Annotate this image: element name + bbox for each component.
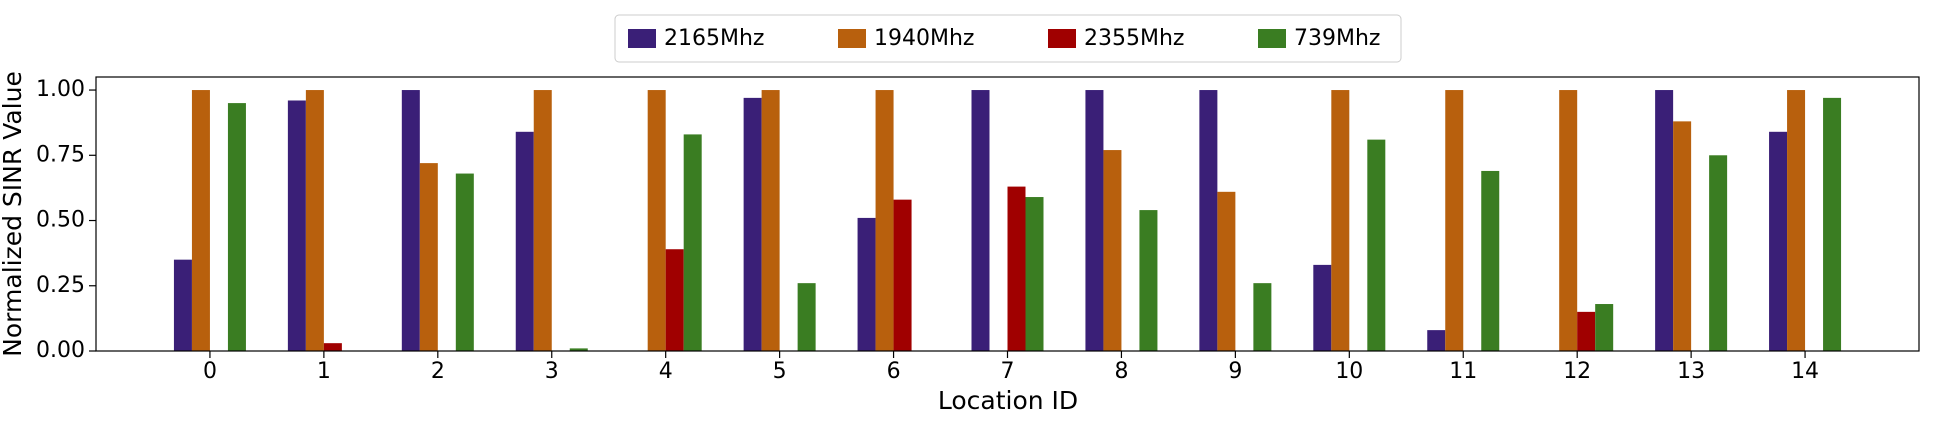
y-axis-title: Normalized SINR Value (0, 71, 27, 357)
bar (761, 90, 780, 352)
y-tick-label: 0.50 (36, 208, 85, 233)
bar (191, 90, 210, 352)
bar (797, 283, 816, 351)
bar (1139, 210, 1158, 351)
x-tick-label: 1 (317, 359, 331, 384)
bar (227, 103, 246, 351)
x-tick-label: 6 (887, 359, 901, 384)
bar (1709, 155, 1728, 351)
x-tick-label: 10 (1335, 359, 1363, 384)
y-tick-label: 0.00 (36, 338, 85, 363)
legend-label: 1940Mhz (874, 26, 974, 51)
bar (515, 131, 534, 351)
bar (683, 134, 702, 351)
bar (971, 90, 990, 352)
bar (1559, 90, 1578, 352)
bar (287, 100, 306, 351)
x-tick-label: 14 (1791, 359, 1819, 384)
y-tick-label: 1.00 (36, 77, 85, 102)
bar (1217, 191, 1236, 351)
x-tick-label: 5 (773, 359, 787, 384)
bar (1313, 264, 1332, 351)
bar (1655, 90, 1674, 352)
bar (1085, 90, 1104, 352)
x-tick-label: 12 (1563, 359, 1591, 384)
legend-swatch (838, 29, 866, 48)
y-tick-label: 0.75 (36, 142, 85, 167)
legend-swatch (1258, 29, 1286, 48)
x-tick-label: 8 (1114, 359, 1128, 384)
bar (1673, 121, 1692, 351)
bar (875, 90, 894, 352)
bar (401, 90, 420, 352)
bar (1577, 311, 1596, 351)
bar (665, 249, 684, 351)
bar (1199, 90, 1218, 352)
bar (1331, 90, 1350, 352)
bar (1025, 197, 1044, 351)
legend-label: 2355Mhz (1084, 26, 1184, 51)
bar (323, 343, 342, 351)
bar (533, 90, 552, 352)
legend-swatch (628, 29, 656, 48)
bar (893, 199, 912, 351)
bar (743, 97, 762, 351)
x-tick-label: 7 (1001, 359, 1015, 384)
x-tick-label: 11 (1449, 359, 1477, 384)
bar (1007, 186, 1026, 351)
legend-label: 2165Mhz (664, 26, 764, 51)
bar (647, 90, 666, 352)
bar (857, 217, 876, 351)
bar (1481, 170, 1500, 351)
bar (1823, 97, 1842, 351)
bar (1595, 304, 1614, 351)
x-tick-label: 3 (545, 359, 559, 384)
legend-swatch (1048, 29, 1076, 48)
bar (455, 173, 474, 351)
bar (1103, 150, 1122, 351)
bar (1253, 283, 1272, 351)
bar (305, 90, 324, 352)
x-axis-title: Location ID (938, 386, 1078, 415)
x-tick-label: 0 (203, 359, 217, 384)
bar (569, 348, 588, 351)
x-tick-label: 9 (1228, 359, 1242, 384)
bar (419, 163, 438, 351)
x-tick-label: 13 (1677, 359, 1705, 384)
bar (1367, 139, 1386, 351)
bar (1445, 90, 1464, 352)
y-tick-label: 0.25 (36, 273, 85, 298)
x-tick-label: 4 (659, 359, 673, 384)
bar (1769, 131, 1788, 351)
legend-label: 739Mhz (1294, 26, 1380, 51)
bar (173, 259, 192, 351)
legend-box (614, 14, 1402, 63)
bar (1787, 90, 1806, 352)
x-tick-label: 2 (431, 359, 445, 384)
bar (1427, 330, 1446, 351)
plot-frame (95, 76, 1920, 352)
